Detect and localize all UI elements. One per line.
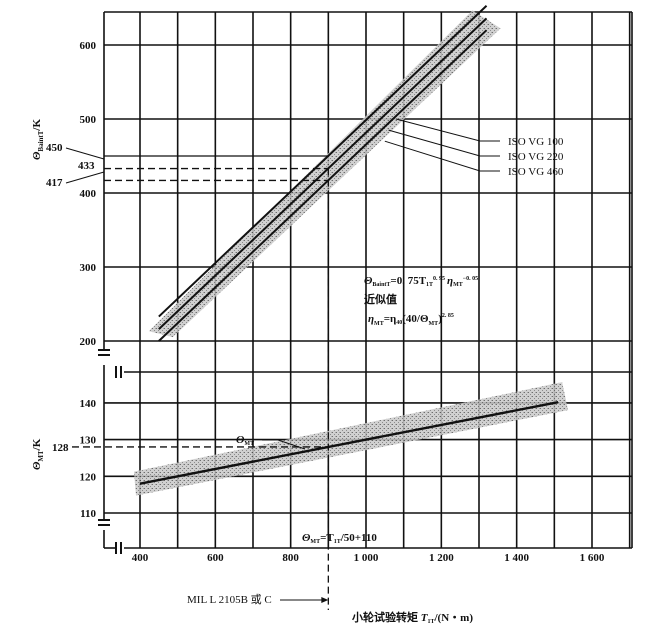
reference-value-label: 417 [46, 177, 63, 189]
scatter-band-lower [134, 382, 569, 496]
formula-part: MT [429, 321, 439, 327]
y-label-unit: /K [31, 438, 43, 451]
y-tick-label-upper: 300 [80, 262, 97, 274]
formula-part: ) [438, 313, 442, 325]
formula-part: −0. 05 [463, 276, 478, 282]
curve-label-symbol: Θ [236, 434, 245, 446]
formula-part: MT [310, 539, 320, 545]
arrow-icon [321, 597, 329, 603]
y-tick-label-lower: 110 [80, 508, 96, 520]
x-tick-label: 1 600 [580, 552, 605, 564]
scatter-bands [134, 10, 569, 496]
formula-part: /50+110 [340, 532, 378, 544]
formula-part: BaintT [372, 282, 390, 288]
x-tick-label: 1 200 [429, 552, 454, 564]
x-tick-label: 800 [282, 552, 299, 564]
tick-labels: 200 300 400 500 600 110 120 130 140 400 600 800 1 00… [46, 40, 605, 564]
formula-part: 0. 95 [433, 276, 445, 282]
y-tick-label-lower: 140 [80, 398, 97, 410]
formula-part: η [447, 275, 453, 287]
formula-part: 40 [396, 320, 402, 326]
series-line-iso-vg-100 [158, 5, 488, 318]
formula-part: 1T [426, 282, 433, 288]
formula-approx: ηMT=η40(40/ΘMT)2. 85 [368, 313, 454, 327]
legend-iso-vg-100: ISO VG 100 [508, 136, 564, 148]
reference-value-label: 450 [46, 142, 63, 154]
x-label-unit: /(N・m) [434, 612, 474, 624]
y-axis-label-upper: ΘBaintT/K [31, 119, 45, 160]
approx-label: 近似值 [364, 292, 397, 306]
legend-leader-line [388, 129, 500, 157]
leader-417 [65, 171, 105, 184]
formula-part: =η [384, 313, 397, 325]
reference-value-label: 433 [78, 160, 95, 172]
y-label-symbol: Θ [31, 151, 43, 160]
formula-part: η [368, 313, 374, 325]
x-axis-label: 小轮试验转矩 T1T/(N・m) [351, 610, 473, 625]
y-label-subscript: MT [37, 450, 45, 462]
y-tick-label-upper: 600 [80, 40, 97, 52]
formula-part: MT [453, 282, 463, 288]
x-label-main: 小轮试验转矩 [351, 610, 421, 624]
formula-upper: ΘBaintT=0. 75T1T0. 95 ηMT−0. 05 [364, 275, 478, 288]
y-tick-label-lower: 130 [80, 435, 97, 447]
x-tick-label: 1 400 [504, 552, 529, 564]
x-tick-label: 1 000 [354, 552, 379, 564]
legend-leader-line [384, 140, 500, 172]
formula-part: (40/Θ [402, 313, 429, 325]
series-lines [139, 5, 559, 485]
x-label-subscript: 1T [427, 619, 434, 625]
y-axis-label-lower: ΘMT/K [31, 438, 45, 470]
y-label-symbol: Θ [31, 461, 43, 470]
formula-part: Θ [364, 275, 373, 287]
formula-part: MT [374, 321, 384, 327]
formula-part: =T [320, 532, 334, 544]
legend-iso-vg-460: ISO VG 460 [508, 166, 564, 178]
reference-x-label: MIL L 2105B 或 C [187, 593, 272, 606]
y-label-subscript: BaintT [37, 130, 45, 151]
formula-part: Θ [302, 532, 311, 544]
series-line-theta-mt [139, 400, 559, 485]
curve-label-leader [262, 439, 306, 450]
x-label-symbol: T [421, 612, 429, 624]
formula-part: =0. 75T [390, 275, 426, 287]
y-label-unit: /K [31, 119, 43, 132]
reference-value-label: 128 [52, 442, 69, 454]
series-line-iso-vg-460 [158, 29, 488, 342]
curve-label-theta-mt: ΘMT [236, 434, 254, 447]
series-line-iso-vg-220 [158, 17, 488, 330]
y-tick-label-upper: 500 [80, 114, 97, 126]
y-tick-label-upper: 200 [80, 336, 97, 348]
formula-part: 2. 85 [442, 313, 454, 319]
curve-label-subscript: MT [244, 441, 254, 447]
formula-lower: ΘMT=T1T/50+110 [302, 532, 377, 545]
x-tick-label: 400 [132, 552, 149, 564]
formula-part: 1T [334, 539, 341, 545]
x-tick-label: 600 [207, 552, 224, 564]
legend-leader-line [396, 118, 500, 142]
reference-lines [65, 147, 329, 610]
legend-iso-vg-220: ISO VG 220 [508, 151, 564, 163]
y-tick-label-lower: 120 [80, 471, 97, 483]
leader-450 [65, 147, 105, 160]
y-tick-label-upper: 400 [80, 188, 97, 200]
